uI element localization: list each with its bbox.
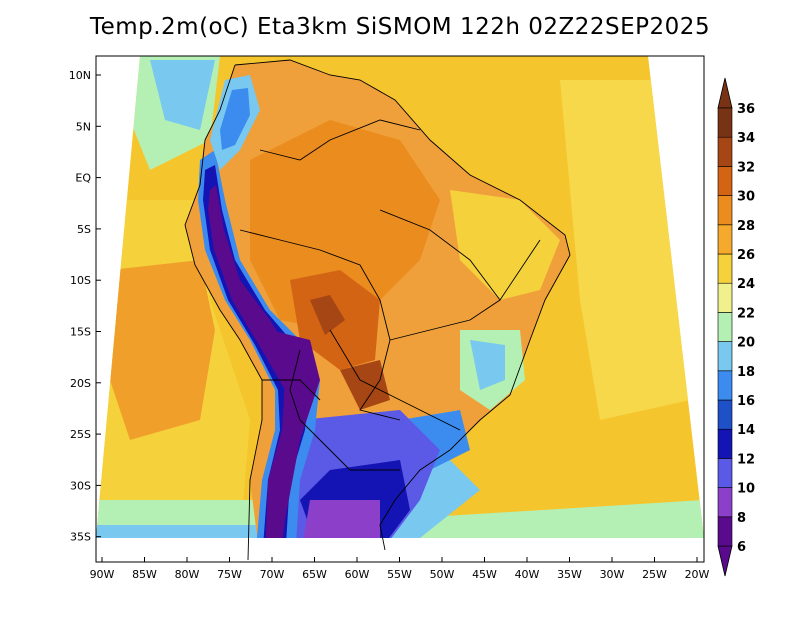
lon-tick-label: 40W xyxy=(515,568,540,581)
atlantic-cool-south xyxy=(380,500,704,538)
amazon-hot-zone xyxy=(250,120,440,330)
pacific-warm-patch xyxy=(110,260,215,440)
colorbar-label: 28 xyxy=(737,219,755,234)
lon-tick-label: 90W xyxy=(90,568,115,581)
lon-tick-label: 55W xyxy=(387,568,412,581)
colorbar-swatch xyxy=(717,399,733,430)
colorbar-swatch xyxy=(717,428,733,459)
map-title: Temp.2m(oC) Eta3km SiSMOM 122h 02Z22SEP2… xyxy=(89,14,711,40)
lat-tick-label: 25S xyxy=(70,428,91,441)
colorbar: 6 8 10 12 14 16 18 20 22 24 26 28 30 32 34 36 xyxy=(717,77,755,577)
lat-tick-label: 35S xyxy=(70,531,91,544)
southern-coldest-zone xyxy=(300,500,380,538)
colorbar-swatch xyxy=(717,253,733,284)
colorbar-swatch xyxy=(717,312,733,342)
lon-tick-label: 60W xyxy=(345,568,370,581)
lon-tick-label: 50W xyxy=(430,568,455,581)
lon-tick-label: 85W xyxy=(132,568,157,581)
colorbar-label: 6 xyxy=(737,540,746,555)
colorbar-label: 12 xyxy=(737,452,755,467)
lon-tick-label: 65W xyxy=(302,568,327,581)
atlantic-east-field xyxy=(560,80,690,420)
atlantic-coastline xyxy=(234,59,571,551)
colorbar-label: 34 xyxy=(737,131,755,146)
lon-tick-label: 75W xyxy=(217,568,242,581)
colorbar-label: 24 xyxy=(737,277,755,292)
lon-tick-label: 35W xyxy=(557,568,582,581)
lat-tick-label: EQ xyxy=(75,172,91,185)
colorbar-label: 32 xyxy=(737,160,755,175)
chile-argentina-border xyxy=(262,379,321,401)
colorbar-label: 8 xyxy=(737,511,746,526)
colorbar-label: 10 xyxy=(737,482,755,497)
brazil-west-border xyxy=(239,229,401,421)
hottest-spot xyxy=(310,295,345,335)
colorbar-swatch xyxy=(717,107,733,138)
lat-tick-label: 5S xyxy=(77,223,91,236)
colorbar-label: 20 xyxy=(737,336,755,351)
map-frame: 10N 5N EQ 5S 10S 15S 20S 25S 30S 35S 90W 85W 80W 75W… xyxy=(69,55,710,581)
lat-tick-label: 10S xyxy=(70,274,91,287)
colorbar-swatch xyxy=(717,516,733,547)
colorbar-label: 16 xyxy=(737,394,755,409)
colorbar-swatch xyxy=(717,136,733,167)
brazil-state-border-2 xyxy=(379,209,501,301)
lat-tick-label: 20S xyxy=(70,377,91,390)
latitude-axis: 10N 5N EQ 5S 10S 15S 20S 25S 30S 35S xyxy=(69,69,101,544)
colorbar-label: 26 xyxy=(737,248,755,263)
lon-tick-label: 25W xyxy=(642,568,667,581)
colorbar-swatch xyxy=(717,487,733,518)
pacific-cooler-south xyxy=(96,525,260,538)
brazil-state-border-3 xyxy=(329,329,461,431)
colorbar-min-arrow xyxy=(717,545,733,577)
lon-tick-label: 20W xyxy=(685,568,710,581)
political-borders xyxy=(184,59,571,561)
lat-tick-label: 15S xyxy=(70,326,91,339)
lat-tick-label: 5N xyxy=(76,120,91,133)
hot-spot-chaco xyxy=(340,360,390,410)
colorbar-label: 36 xyxy=(737,102,755,117)
colorbar-label: 14 xyxy=(737,423,755,438)
colorbar-label: 18 xyxy=(737,365,755,380)
colorbar-label: 22 xyxy=(737,306,755,321)
argentina-border xyxy=(319,439,400,471)
colorbar-swatch xyxy=(717,341,733,372)
lat-tick-label: 10N xyxy=(69,69,91,82)
northern-andes-colder xyxy=(220,88,250,150)
lon-tick-label: 45W xyxy=(472,568,497,581)
southern-andes-coldest xyxy=(265,330,320,538)
pacific-cooler-north xyxy=(150,60,215,130)
colorbar-swatch xyxy=(717,282,733,313)
lon-tick-label: 70W xyxy=(260,568,285,581)
longitude-axis: 90W 85W 80W 75W 70W 65W 60W 55W 50W 45W 40W 35W 30W 2… xyxy=(90,557,710,581)
lon-tick-label: 30W xyxy=(600,568,625,581)
temperature-field xyxy=(96,56,704,538)
southeast-cooler xyxy=(470,340,505,390)
lat-tick-label: 30S xyxy=(70,479,91,492)
colorbar-swatch xyxy=(717,458,733,488)
colorbar-label: 30 xyxy=(737,190,755,205)
northeast-field xyxy=(450,190,560,300)
colorbar-swatch xyxy=(717,370,733,401)
brazil-state-border-1 xyxy=(389,239,541,341)
colorbar-swatch xyxy=(717,166,733,196)
colorbar-swatch xyxy=(717,195,733,226)
colorbar-max-arrow xyxy=(717,77,733,109)
lon-tick-label: 80W xyxy=(175,568,200,581)
pacific-coastline xyxy=(184,64,263,561)
bolivia-border xyxy=(289,349,321,441)
colorbar-swatch xyxy=(717,224,733,255)
brazil-north-border xyxy=(259,119,421,161)
